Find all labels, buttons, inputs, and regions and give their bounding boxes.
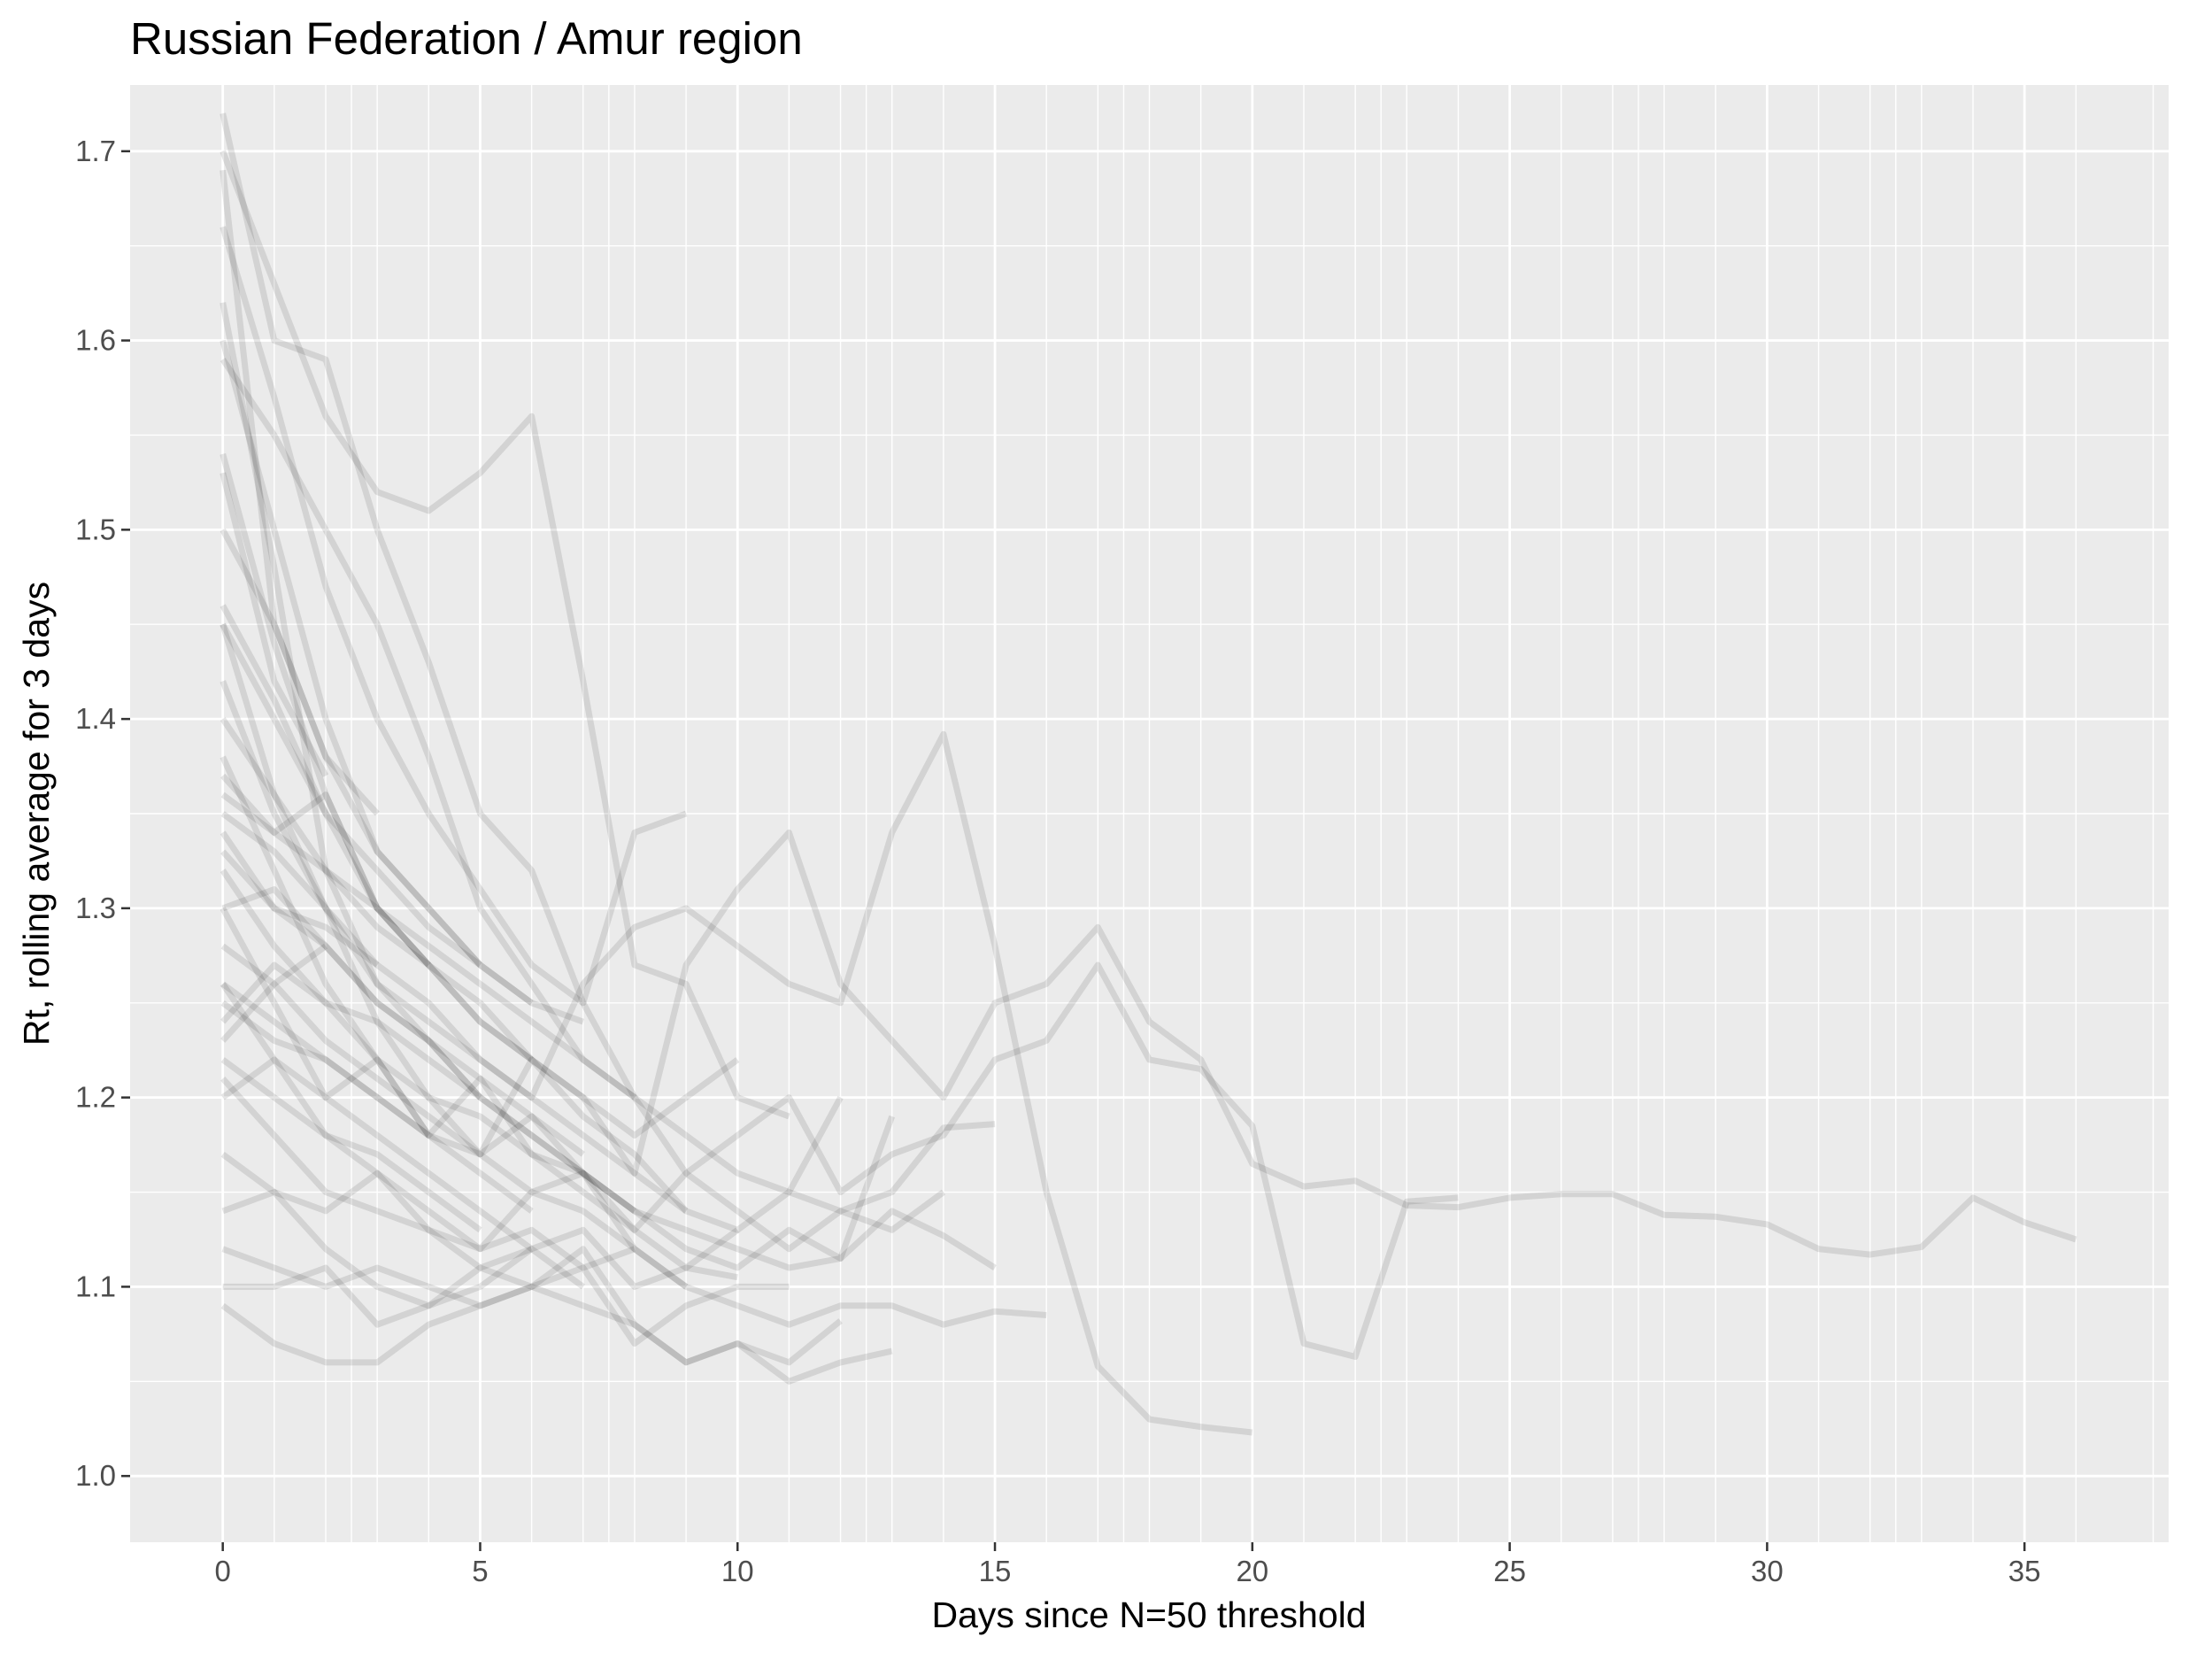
series-line-23 xyxy=(220,339,585,1025)
y-axis-title: Rt, rolling average for 3 days xyxy=(16,582,57,1046)
x-axis-title: Days since N=50 threshold xyxy=(931,1594,1366,1635)
series-line-29 xyxy=(221,1189,533,1309)
x-tick-label: 20 xyxy=(1236,1555,1268,1587)
series-line-24 xyxy=(221,886,585,1157)
series-line-7 xyxy=(220,358,945,1233)
y-tick-label: 1.5 xyxy=(75,513,116,545)
series-lines xyxy=(220,112,2077,1436)
x-tick-label: 5 xyxy=(472,1555,488,1587)
series-line-1 xyxy=(220,623,2077,1258)
series-line-36 xyxy=(220,830,380,968)
series-line-27 xyxy=(220,791,534,1062)
y-tick-label: 1.3 xyxy=(75,892,116,924)
series-line-21 xyxy=(220,811,636,1214)
series-line-37 xyxy=(220,472,329,777)
series-line-14 xyxy=(220,773,740,1139)
x-tick-label: 10 xyxy=(721,1555,754,1587)
series-line-38 xyxy=(220,943,328,1043)
x-tick-label: 30 xyxy=(1751,1555,1784,1587)
series-line-12 xyxy=(220,150,790,1120)
y-tick-label: 1.4 xyxy=(75,702,116,735)
y-tick-label: 1.2 xyxy=(75,1081,116,1114)
series-line-2 xyxy=(220,755,1459,1360)
series-line-17 xyxy=(220,226,688,1007)
series-line-35 xyxy=(220,169,380,816)
major-gridlines xyxy=(130,85,2169,1542)
x-tick-label: 0 xyxy=(215,1555,231,1587)
series-line-32 xyxy=(220,1057,482,1233)
x-tick-label: 35 xyxy=(2008,1555,2041,1587)
series-line-3 xyxy=(220,302,1253,1436)
x-axis-ticks: 0 5 10 15 20 25 30 35 xyxy=(215,1542,2041,1587)
series-line-18 xyxy=(220,680,689,1214)
x-tick-label: 25 xyxy=(1493,1555,1526,1587)
series-line-8 xyxy=(220,982,893,1385)
series-line-31 xyxy=(220,869,482,1100)
y-tick-label: 1.6 xyxy=(75,324,116,357)
series-line-19 xyxy=(220,943,689,1290)
series-line-4 xyxy=(220,112,996,1253)
minor-gridlines xyxy=(130,85,2169,1542)
series-line-22 xyxy=(220,1151,636,1271)
series-line-9 xyxy=(220,849,895,1271)
series-line-10 xyxy=(220,604,844,1233)
series-line-34 xyxy=(220,1000,431,1139)
series-line-25 xyxy=(220,1056,585,1290)
y-axis-ticks: 1.0 1.1 1.2 1.3 1.4 1.5 1.6 1.7 xyxy=(75,135,130,1492)
series-line-13 xyxy=(221,1246,790,1347)
series-line-6 xyxy=(220,1076,1047,1328)
series-line-26 xyxy=(220,528,534,1006)
series-line-15 xyxy=(220,961,740,1271)
series-line-5 xyxy=(220,907,997,1271)
series-line-16 xyxy=(222,1226,738,1328)
y-tick-label: 1.1 xyxy=(75,1270,116,1302)
y-tick-label: 1.7 xyxy=(75,135,116,167)
series-line-30 xyxy=(220,622,482,968)
series-line-28 xyxy=(220,981,534,1214)
chart-title: Russian Federation / Amur region xyxy=(130,13,803,64)
series-line-20 xyxy=(220,452,636,1100)
series-line-11 xyxy=(220,1283,843,1366)
x-tick-label: 15 xyxy=(979,1555,1012,1587)
series-line-33 xyxy=(220,717,431,968)
y-tick-label: 1.0 xyxy=(75,1459,116,1492)
